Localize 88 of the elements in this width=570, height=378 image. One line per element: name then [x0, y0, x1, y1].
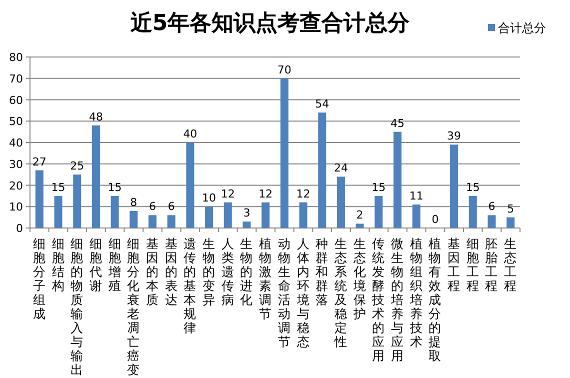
y-tick-label: 0: [16, 222, 23, 235]
bar: [506, 217, 515, 228]
bar: [224, 202, 232, 228]
data-label: 10: [202, 192, 216, 205]
data-label: 70: [277, 63, 292, 76]
bar: [262, 202, 270, 228]
data-label: 12: [258, 187, 273, 200]
bar: [488, 215, 496, 228]
x-tick-label: 细胞结构: [50, 236, 65, 293]
bar: [54, 196, 62, 228]
data-label: 8: [130, 196, 138, 209]
data-label: 5: [507, 202, 514, 216]
x-tick-label: 人类遗传病: [221, 236, 234, 307]
y-tick-label: 80: [9, 51, 23, 64]
bar: [336, 176, 345, 228]
bar: [186, 142, 194, 228]
bar: [374, 196, 383, 228]
x-tick-label: 种群和群落: [316, 236, 329, 307]
x-tick-label: 植物组织培养技术: [408, 236, 423, 349]
x-tick-label: 细胞代谢: [88, 236, 102, 293]
y-tick-label: 70: [9, 72, 23, 86]
bar: [205, 206, 214, 228]
data-label: 15: [51, 180, 66, 194]
legend-label: 合计总分: [498, 21, 546, 35]
bar: [110, 196, 119, 228]
bar: [394, 132, 402, 228]
x-tick-label: 细胞工程: [466, 236, 480, 293]
category-label: 植物有效成分的提取: [428, 236, 442, 363]
data-label: 12: [296, 187, 310, 200]
x-tick-label: 生态化境保护: [352, 236, 366, 321]
data-label: 2: [356, 208, 364, 222]
bar: [450, 144, 458, 228]
bar: [35, 170, 44, 228]
data-label: 25: [70, 160, 84, 173]
x-tick-label: 动物生命活动调节: [278, 236, 291, 349]
data-label: 45: [390, 116, 404, 130]
bar: [148, 215, 156, 228]
data-label: 48: [88, 110, 103, 124]
y-tick-label: 10: [9, 200, 23, 214]
bar: [299, 202, 308, 228]
y-tick-label: 30: [9, 158, 23, 171]
category-label: 微生物的培养与应用: [391, 236, 404, 363]
data-label: 15: [466, 180, 480, 194]
bar: [167, 215, 176, 228]
x-tick-label: 遗传的基本规律: [184, 236, 197, 335]
bar: [242, 222, 251, 228]
x-tick-label: 生态工程: [503, 236, 518, 293]
x-tick-label: 胚胎工程: [485, 236, 498, 293]
data-label: 39: [447, 130, 462, 143]
x-tick-label: 植物激素调节: [259, 236, 272, 321]
bar: [318, 112, 326, 228]
y-tick-label: 40: [9, 136, 23, 150]
y-tick-label: 50: [9, 115, 23, 128]
category-label: 细胞分化衰老凋亡癌变: [127, 236, 140, 377]
data-label: 6: [488, 200, 496, 214]
category-label: 细胞的物质输入与输出: [70, 236, 84, 377]
bar: [468, 196, 477, 228]
x-tick-label: 生态系统及稳定性: [333, 236, 348, 349]
y-tick-label: 60: [9, 94, 23, 107]
data-label: 11: [409, 189, 424, 202]
data-label: 12: [220, 187, 235, 200]
category-label: 传统发酵技术的应用: [372, 236, 386, 363]
chart-title: 近5年各知识点考查合计总分: [129, 11, 411, 36]
x-tick-label: 基因的表达: [164, 236, 178, 307]
x-tick-label: 人体内环境与稳态: [296, 236, 310, 349]
data-label: 15: [372, 180, 386, 194]
x-tick-label: 细胞增殖: [107, 236, 122, 293]
x-tick-label: 生物的变异: [202, 236, 216, 307]
bar: [280, 78, 288, 228]
bar: [130, 210, 138, 228]
data-label: 6: [149, 200, 156, 214]
y-tick-label: 20: [9, 179, 23, 192]
data-label: 54: [315, 98, 330, 111]
bar: [412, 204, 420, 228]
x-tick-label: 生物的进化: [240, 236, 254, 307]
data-label: 0: [432, 213, 439, 226]
bar: [73, 174, 82, 228]
bar: [92, 125, 100, 228]
data-label: 15: [108, 180, 122, 194]
data-label: 24: [334, 162, 348, 175]
x-tick-label: 基因工程: [448, 236, 461, 293]
data-label: 27: [32, 155, 46, 168]
x-tick-label: 细胞分子组成: [32, 236, 46, 321]
x-tick-label: 基因的本质: [146, 236, 159, 307]
bar: [356, 224, 364, 228]
data-label: 40: [183, 128, 198, 140]
data-label: 3: [243, 206, 250, 220]
data-label: 6: [168, 200, 175, 214]
